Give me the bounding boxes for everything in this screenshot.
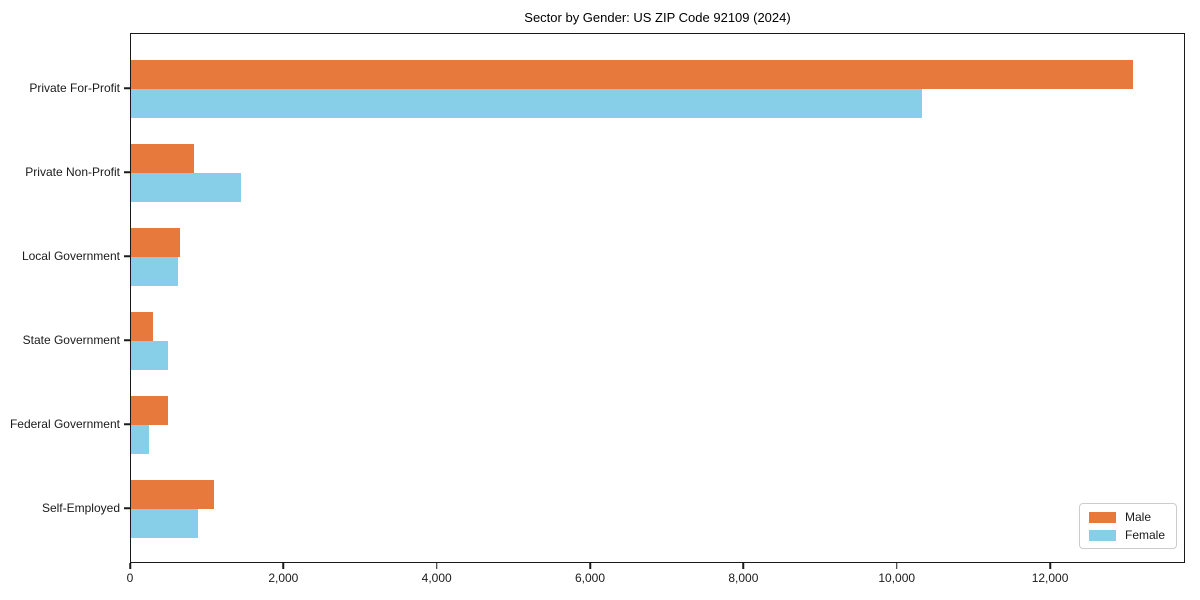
- bars-container: [131, 34, 1184, 562]
- y-tick-mark: [124, 255, 130, 257]
- x-axis-tick-label: 10,000: [878, 571, 916, 585]
- bar-male-4: [131, 312, 154, 341]
- legend-item-female: Female: [1088, 528, 1165, 542]
- legend: Male Female: [1078, 503, 1177, 549]
- bar-female-2: [131, 173, 241, 202]
- bar-male-6: [131, 480, 215, 509]
- x-tick-mark: [129, 563, 131, 569]
- bar-male-2: [131, 144, 194, 173]
- x-tick-mark: [895, 563, 898, 569]
- legend-label-female: Female: [1124, 528, 1165, 542]
- y-axis-label: Local Government: [21, 249, 120, 263]
- y-tick-mark: [124, 87, 130, 89]
- bar-male-3: [131, 228, 180, 257]
- bar-female-3: [131, 257, 178, 286]
- bar-male-1: [131, 60, 1134, 89]
- y-axis-label: Self-Employed: [41, 501, 120, 515]
- y-tick-mark: [124, 507, 130, 509]
- female-swatch: [1088, 529, 1116, 541]
- x-tick-mark: [282, 563, 285, 569]
- legend-label-male: Male: [1124, 510, 1151, 524]
- x-axis-tick-label: 8,000: [728, 571, 759, 585]
- y-axis-label: State Government: [22, 333, 120, 347]
- y-tick-mark: [124, 423, 130, 425]
- x-tick-mark: [435, 563, 438, 569]
- y-tick-mark: [124, 171, 130, 173]
- plot-area: Male Female: [130, 33, 1185, 563]
- bar-male-5: [131, 396, 169, 425]
- y-axis-label: Federal Government: [9, 417, 120, 431]
- y-axis-label: Private For-Profit: [29, 81, 120, 95]
- bar-female-4: [131, 341, 168, 370]
- male-swatch: [1088, 511, 1116, 523]
- x-tick-mark: [1049, 563, 1051, 569]
- x-tick-mark: [589, 563, 591, 569]
- x-axis-tick-label: 0: [126, 571, 134, 585]
- legend-item-male: Male: [1088, 510, 1165, 524]
- y-axis-label: Private Non-Profit: [25, 165, 120, 179]
- x-axis-tick-label: 12,000: [1031, 571, 1069, 585]
- bar-female-1: [131, 89, 923, 118]
- x-axis-tick-label: 4,000: [421, 571, 452, 585]
- chart-title: Sector by Gender: US ZIP Code 92109 (202…: [524, 10, 791, 25]
- x-tick-mark: [742, 563, 745, 569]
- bar-female-6: [131, 509, 198, 538]
- bar-female-5: [131, 425, 149, 454]
- x-axis-tick-label: 6,000: [575, 571, 606, 585]
- y-tick-mark: [124, 339, 130, 341]
- x-axis-tick-label: 2,000: [268, 571, 299, 585]
